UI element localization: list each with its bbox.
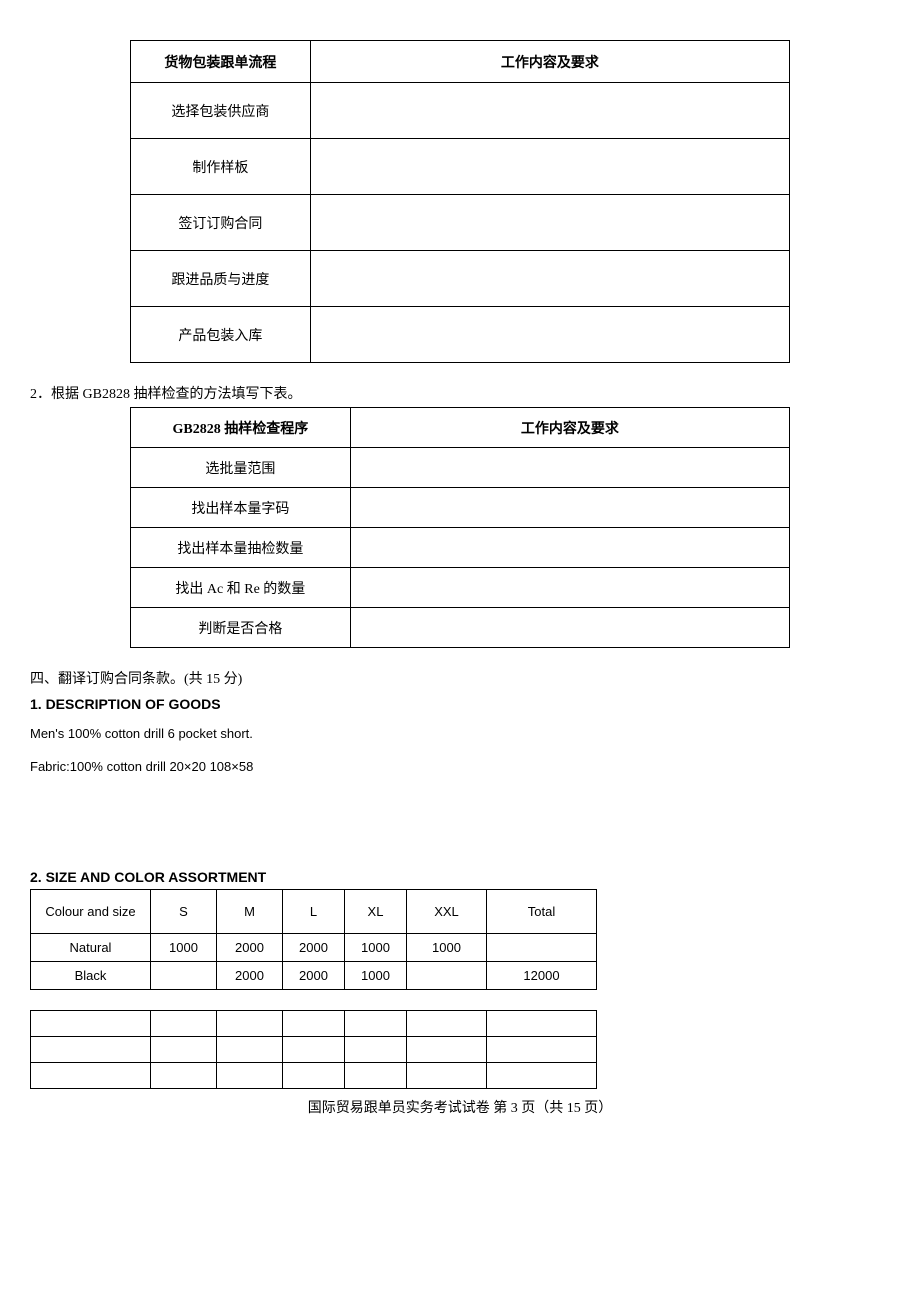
t3-header: S xyxy=(151,889,217,933)
table1-row-label: 产品包装入库 xyxy=(131,307,311,363)
t3-header: XL xyxy=(345,889,407,933)
t3-cell: 2000 xyxy=(283,933,345,961)
table1-header2: 工作内容及要求 xyxy=(310,41,789,83)
table1-row-label: 签订订购合同 xyxy=(131,195,311,251)
t3-cell: 1000 xyxy=(151,933,217,961)
table2-row-value xyxy=(350,608,789,648)
t3-cell: 2000 xyxy=(217,961,283,989)
table1-header1: 货物包装跟单流程 xyxy=(131,41,311,83)
t3-cell: 1000 xyxy=(345,933,407,961)
t3-header: L xyxy=(283,889,345,933)
section4-heading: 四、翻译订购合同条款。(共 15 分) xyxy=(30,668,890,688)
table2-row-value xyxy=(350,488,789,528)
t3-cell: 1000 xyxy=(407,933,487,961)
table2-row-label: 选批量范围 xyxy=(131,448,351,488)
t3-cell: 1000 xyxy=(345,961,407,989)
table2-header1: GB2828 抽样检查程序 xyxy=(131,408,351,448)
t3-cell: Natural xyxy=(31,933,151,961)
packaging-process-table: 货物包装跟单流程 工作内容及要求 选择包装供应商 制作样板 签订订购合同 跟进品… xyxy=(130,40,790,363)
description-line2: Fabric:100% cotton drill 20×20 108×58 xyxy=(30,755,890,778)
size-color-table: Colour and size S M L XL XXL Total Natur… xyxy=(30,889,597,990)
table1-row-value xyxy=(310,139,789,195)
size-assortment-title: 2. SIZE AND COLOR ASSORTMENT xyxy=(30,869,890,885)
t3-header: Colour and size xyxy=(31,889,151,933)
t3-header: XXL xyxy=(407,889,487,933)
t3-cell: 12000 xyxy=(487,961,597,989)
table1-row-value xyxy=(310,307,789,363)
table2-row-value xyxy=(350,448,789,488)
table1-row-label: 选择包装供应商 xyxy=(131,83,311,139)
t3-header: M xyxy=(217,889,283,933)
table1-row-value xyxy=(310,83,789,139)
t3-cell: 2000 xyxy=(283,961,345,989)
table2-row-label: 找出样本量抽检数量 xyxy=(131,528,351,568)
t3-cell xyxy=(407,961,487,989)
page-footer: 国际贸易跟单员实务考试试卷 第 3 页（共 15 页） xyxy=(30,1097,890,1117)
table2-header2: 工作内容及要求 xyxy=(350,408,789,448)
sampling-check-table: GB2828 抽样检查程序 工作内容及要求 选批量范围 找出样本量字码 找出样本… xyxy=(130,407,790,648)
table2-row-label: 找出 Ac 和 Re 的数量 xyxy=(131,568,351,608)
t3-cell xyxy=(487,933,597,961)
table1-row-value xyxy=(310,251,789,307)
table2-row-value xyxy=(350,528,789,568)
table2-row-label: 找出样本量字码 xyxy=(131,488,351,528)
table2-row-label: 判断是否合格 xyxy=(131,608,351,648)
description-line1: Men's 100% cotton drill 6 pocket short. xyxy=(30,722,890,745)
t3-cell: Black xyxy=(31,961,151,989)
t3-header: Total xyxy=(487,889,597,933)
t3-cell: 2000 xyxy=(217,933,283,961)
table1-row-value xyxy=(310,195,789,251)
description-title: 1. DESCRIPTION OF GOODS xyxy=(30,696,890,712)
table1-row-label: 制作样板 xyxy=(131,139,311,195)
question2-text: 2．根据 GB2828 抽样检查的方法填写下表。 xyxy=(30,383,890,403)
t3-cell xyxy=(151,961,217,989)
table2-row-value xyxy=(350,568,789,608)
table1-row-label: 跟进品质与进度 xyxy=(131,251,311,307)
empty-table xyxy=(30,1010,597,1089)
